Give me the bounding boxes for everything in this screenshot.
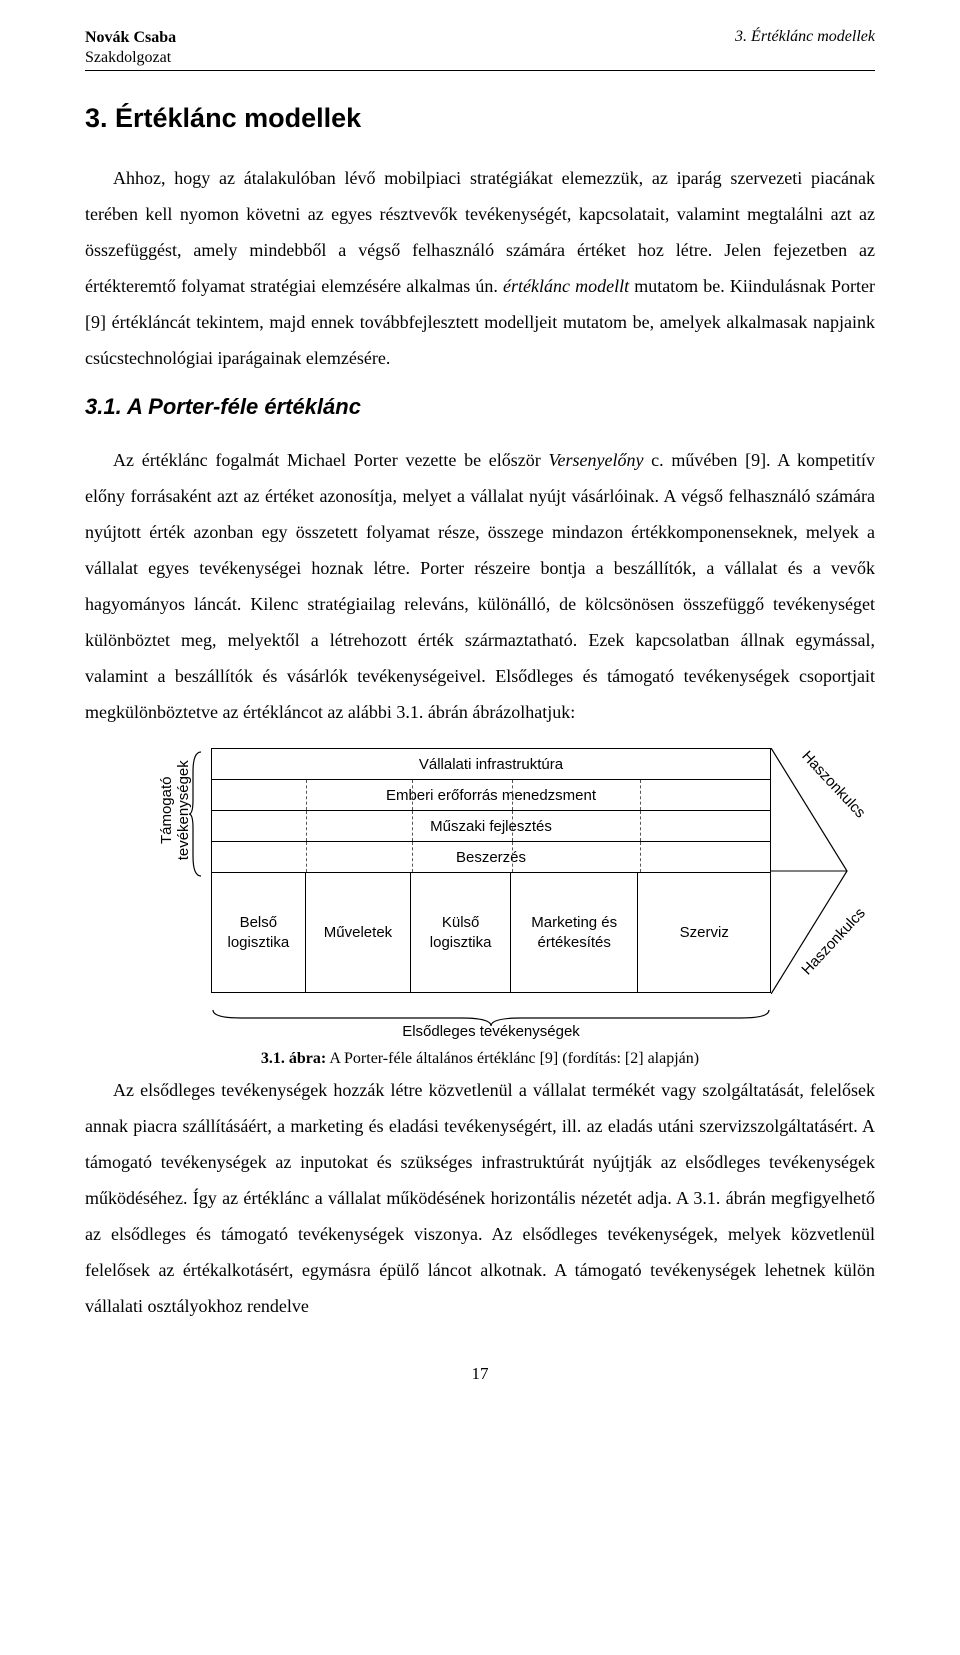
doc-type: Szakdolgozat <box>85 48 176 68</box>
intro-text-em: értéklánc modellt <box>503 276 629 296</box>
primary-row: Belsőlogisztika Műveletek Külsőlogisztik… <box>211 873 771 993</box>
primary-cell-service: Szerviz <box>638 873 770 992</box>
author-name: Novák Csaba <box>85 28 176 48</box>
primary-label-4: Szerviz <box>680 923 729 943</box>
dash-icon <box>306 780 307 810</box>
dash-icon <box>306 842 307 872</box>
header-right-chapter: 3. Értéklánc modellek <box>735 28 875 46</box>
support-row-label-2: Műszaki fejlesztés <box>430 818 552 835</box>
support-row-label-0: Vállalati infrastruktúra <box>419 756 563 773</box>
subsection-title: 3.1. A Porter-féle értéklánc <box>85 394 875 420</box>
primary-label-3: Marketing ésértékesítés <box>531 913 617 952</box>
dash-icon <box>640 842 641 872</box>
primary-label-1: Műveletek <box>324 923 392 943</box>
figure-caption-bold: 3.1. ábra: <box>261 1050 326 1067</box>
support-rows: Vállalati infrastruktúra Emberi erőforrá… <box>211 748 771 873</box>
dash-icon <box>306 811 307 841</box>
support-row-procurement: Beszerzés <box>212 842 770 873</box>
primary-cell-outbound-logistics: Külsőlogisztika <box>411 873 511 992</box>
dash-icon <box>412 811 413 841</box>
page-number: 17 <box>85 1364 875 1384</box>
header-left: Novák Csaba Szakdolgozat <box>85 28 176 68</box>
support-row-hr: Emberi erőforrás menedzsment <box>212 780 770 811</box>
dash-icon <box>512 811 513 841</box>
primary-label-2: Külsőlogisztika <box>430 913 492 952</box>
section-intro-paragraph: Ahhoz, hogy az átalakulóban lévő mobilpi… <box>85 160 875 376</box>
support-row-label-1: Emberi erőforrás menedzsment <box>386 787 596 804</box>
support-label-l1: Támogató <box>158 776 175 844</box>
primary-label-0: Belsőlogisztika <box>227 913 289 952</box>
subsection-paragraph: Az értéklánc fogalmát Michael Porter vez… <box>85 442 875 730</box>
value-chain-figure: Támogató tevékenységek Vállalati infrast… <box>85 748 875 1068</box>
brace-bottom-icon <box>211 1008 771 1028</box>
sub-text-b: c. művében [9]. A kompetitív előny forrá… <box>85 450 875 722</box>
page-header: Novák Csaba Szakdolgozat 3. Értéklánc mo… <box>85 28 875 71</box>
primary-cell-operations: Műveletek <box>306 873 412 992</box>
arrow-box: Vállalati infrastruktúra Emberi erőforrá… <box>211 748 771 993</box>
support-row-infrastructure: Vállalati infrastruktúra <box>212 749 770 780</box>
dash-icon <box>512 842 513 872</box>
sub-text-a: Az értéklánc fogalmát Michael Porter vez… <box>113 450 549 470</box>
dash-icon <box>412 780 413 810</box>
dash-icon <box>412 842 413 872</box>
primary-cell-marketing-sales: Marketing ésértékesítés <box>511 873 639 992</box>
figure-caption: 3.1. ábra: A Porter-féle általános érték… <box>261 1050 699 1068</box>
primary-cell-inbound-logistics: Belsőlogisztika <box>212 873 306 992</box>
support-activities-axis-label: Támogató tevékenységek <box>158 750 193 870</box>
figure-caption-rest: A Porter-féle általános értéklánc [9] (f… <box>326 1050 699 1067</box>
dash-icon <box>640 780 641 810</box>
support-row-label-3: Beszerzés <box>456 849 526 866</box>
value-chain-diagram: Támogató tevékenységek Vállalati infrast… <box>185 748 785 1040</box>
section-title: 3. Értéklánc modellek <box>85 103 875 134</box>
sub-text-em: Versenyelőny <box>549 450 644 470</box>
dash-icon <box>512 780 513 810</box>
after-figure-paragraph: Az elsődleges tevékenységek hozzák létre… <box>85 1072 875 1324</box>
dash-icon <box>640 811 641 841</box>
support-row-tech: Műszaki fejlesztés <box>212 811 770 842</box>
brace-left-icon <box>189 750 203 878</box>
